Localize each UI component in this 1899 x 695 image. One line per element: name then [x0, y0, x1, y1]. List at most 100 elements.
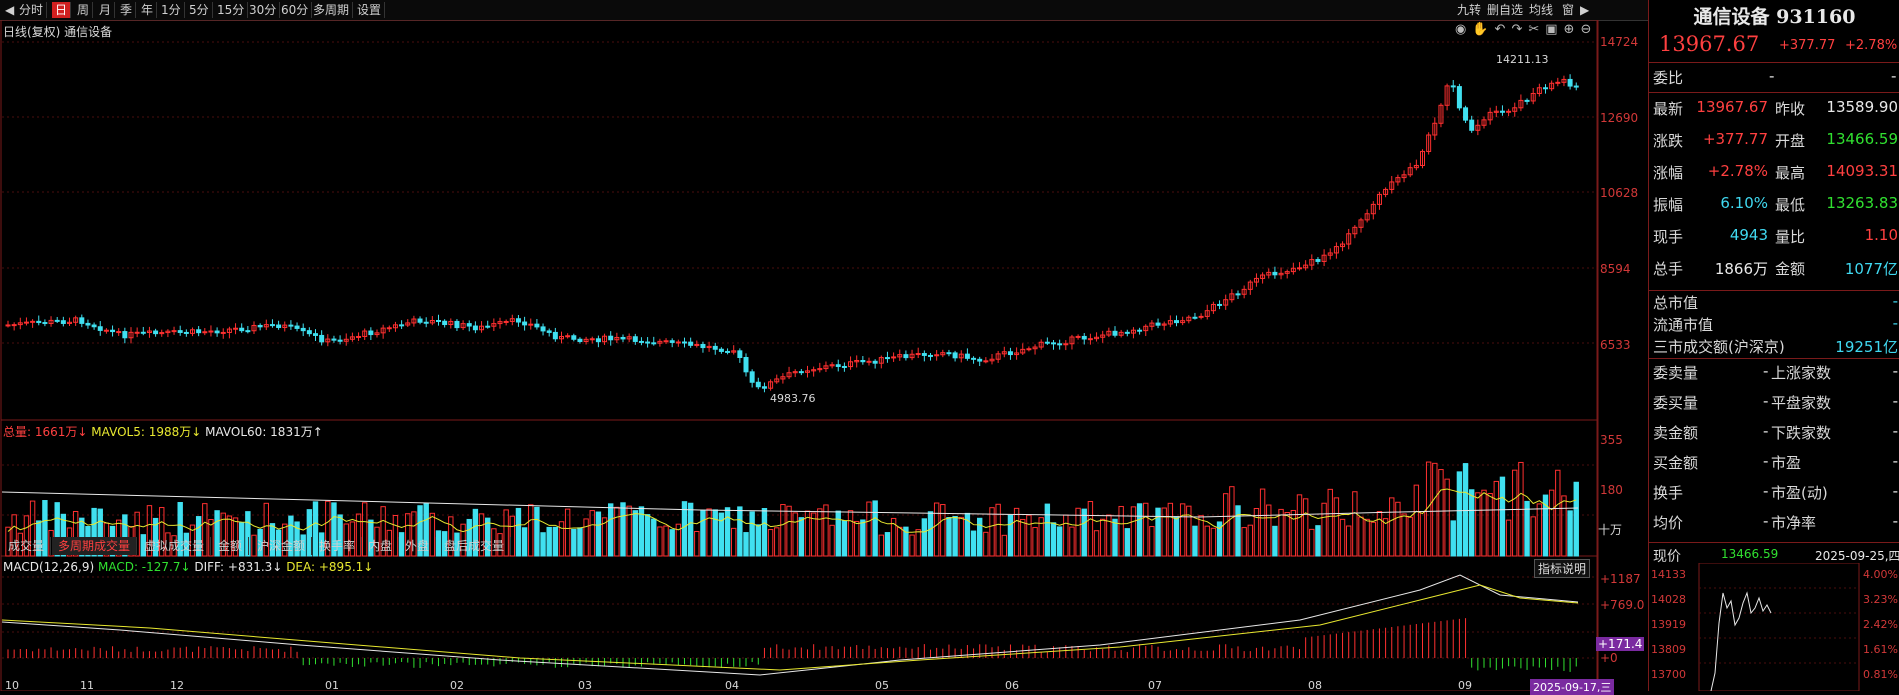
tab-outer[interactable]: 外盘 [399, 537, 437, 555]
candle-body [263, 324, 269, 328]
mini-date: 2025-09-25,四 [1815, 549, 1899, 563]
window-button[interactable]: 窗 [1562, 3, 1575, 17]
period-1min-button[interactable]: 1分 [158, 2, 185, 18]
macd-ytick: +0 [1600, 651, 1618, 665]
candle-body [1266, 271, 1272, 276]
moving-average-button[interactable]: 均线 [1529, 3, 1554, 17]
candle-body [497, 321, 503, 325]
candle-body [1241, 288, 1247, 295]
volume-bar [1444, 478, 1450, 557]
volume-bar [571, 528, 577, 557]
candle-body [761, 386, 767, 389]
volume-bar [983, 531, 989, 557]
mini-right-tick: 4.00% [1863, 568, 1898, 581]
volume-ma60-line [1, 491, 1579, 518]
volume-bar [1253, 508, 1260, 557]
volume-bar [1020, 518, 1026, 557]
hand-icon[interactable]: ✋ [1472, 22, 1495, 37]
volume-bar [1044, 503, 1051, 557]
period-day-button[interactable]: 日 [52, 2, 72, 18]
candle-body [1383, 188, 1389, 195]
period-60min-button[interactable]: 60分 [278, 2, 313, 18]
volume-bar [448, 516, 454, 557]
stat-label: 流通市值 [1653, 316, 1714, 334]
multi-period-button[interactable]: 多周期 [310, 2, 354, 18]
candle-body [1044, 341, 1050, 344]
zoom-in-icon[interactable]: ⊕ [1563, 22, 1581, 37]
period-month-button[interactable]: 月 [96, 2, 116, 18]
candle-body [983, 360, 989, 363]
volume-bar [1346, 525, 1352, 557]
order-label: 换手 [1653, 484, 1684, 502]
candle-body [977, 358, 983, 362]
volume-bar [294, 521, 300, 557]
volume-bar [724, 507, 731, 557]
volume-bar [1173, 516, 1180, 557]
period-15min-button[interactable]: 15分 [214, 2, 249, 18]
tab-inner[interactable]: 内盘 [362, 537, 400, 555]
nine-turn-button[interactable]: 九转 [1457, 3, 1482, 17]
volume-bar [1204, 525, 1210, 557]
candle-body [792, 371, 798, 374]
volume-bar [552, 526, 559, 557]
redo-icon[interactable]: ↷ [1511, 22, 1529, 37]
period-week-button[interactable]: 周 [74, 2, 94, 18]
remove-watchlist-button[interactable]: 删自选 [1487, 3, 1524, 17]
tab-amount[interactable]: 金额 [212, 537, 250, 555]
order-label: 市盈 [1771, 454, 1802, 472]
prev-arrow-icon[interactable]: ◀ [5, 3, 15, 17]
tab-sh-sz-amount[interactable]: 沪深金额 [251, 537, 313, 555]
quote-row: 现手 4943 量比 1.10 [1653, 226, 1898, 248]
scissors-icon[interactable]: ✂ [1528, 22, 1546, 37]
candle-body [479, 325, 485, 331]
tab-volume[interactable]: 成交量 [2, 537, 52, 555]
period-30min-button[interactable]: 30分 [246, 2, 281, 18]
period-5min-button[interactable]: 5分 [186, 2, 213, 18]
volume-bar [239, 522, 245, 557]
period-minute-button[interactable]: 分时 [16, 2, 48, 18]
next-arrow-icon[interactable]: ▶ [1580, 3, 1590, 17]
candle-body [823, 365, 829, 370]
intraday-mini-chart[interactable] [1649, 563, 1899, 691]
indicator-help-button[interactable]: 指标说明 [1534, 559, 1591, 578]
volume-bar [1118, 505, 1124, 557]
lock-icon[interactable]: ▣ [1545, 22, 1564, 37]
candle-body [1389, 181, 1395, 190]
tab-multi-volume[interactable]: 多周期成交量 [52, 537, 138, 555]
volume-bar [1395, 501, 1401, 557]
candle-body [1413, 164, 1419, 169]
settings-button[interactable]: 设置 [354, 2, 386, 18]
volume-bar [183, 532, 190, 557]
volume-bar [1413, 484, 1420, 557]
tab-after-hours[interactable]: 盘后成交量 [438, 537, 512, 555]
volume-bar [1432, 462, 1438, 557]
eye-icon[interactable]: ◉ [1455, 22, 1473, 37]
volume-bar [220, 512, 226, 557]
candle-body [700, 343, 706, 349]
tab-turnover[interactable]: 换手率 [313, 537, 363, 555]
candle-body [1420, 150, 1425, 166]
volume-bar [1462, 463, 1469, 557]
candle-body [1063, 343, 1069, 346]
candle-body [220, 331, 226, 334]
candle-body [725, 350, 731, 353]
candle-body [276, 324, 282, 328]
candle-body [306, 330, 312, 335]
undo-icon[interactable]: ↶ [1494, 22, 1512, 37]
stat-value: - [1892, 292, 1898, 310]
mini-right-tick: 1.61% [1863, 643, 1898, 656]
volume-bar [1290, 509, 1297, 557]
volume-bar [798, 517, 805, 557]
tab-virtual-volume[interactable]: 虚拟成交量 [138, 537, 212, 555]
candle-body [749, 371, 755, 383]
candle-body [854, 360, 860, 363]
stock-chart[interactable] [0, 20, 1648, 691]
candle-body [448, 320, 454, 326]
high-annotation: 14211.13 [1496, 53, 1549, 66]
zoom-out-icon[interactable]: ⊖ [1580, 22, 1598, 37]
period-year-button[interactable]: 年 [138, 2, 158, 18]
candle-body [454, 320, 460, 329]
quote-value: 4943 [1729, 226, 1768, 244]
period-quarter-button[interactable]: 季 [117, 2, 137, 18]
volume-bar [767, 529, 774, 557]
